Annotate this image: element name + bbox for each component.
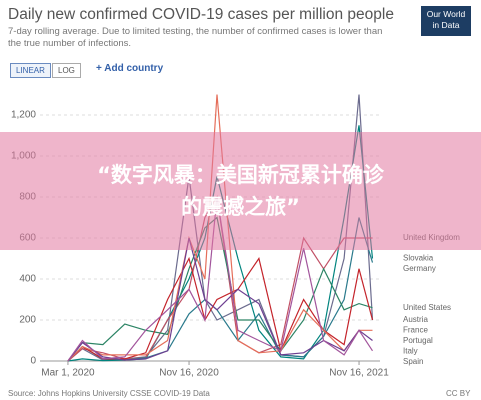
logo: Our World in Data [421,6,471,36]
y-tick-label: 0 [30,356,36,367]
legend-label: Slovakia [403,254,434,263]
x-tick-label: Mar 1, 2020 [41,368,95,379]
legend-label: Spain [403,357,423,366]
chart-title: Daily new confirmed COVID-19 cases per m… [8,6,394,23]
log-button[interactable]: LOG [52,63,81,78]
logo-line: in Data [432,20,460,30]
add-country[interactable]: + Add country [96,63,164,74]
x-tick-label: Nov 16, 2021 [329,368,389,379]
source: Source: Johns Hopkins University CSSE CO… [8,389,210,398]
logo-line: Our World [426,9,466,19]
series-line [67,94,373,362]
legend-label: Austria [403,315,428,324]
legend-label: Germany [403,264,436,273]
y-tick-label: 200 [19,315,36,326]
legend-label: Italy [403,347,418,356]
y-tick-label: 400 [19,274,36,285]
series-line [67,237,373,362]
x-tick-label: Nov 16, 2020 [159,368,219,379]
chart-subtitle: 7-day rolling average. Due to limited te… [8,26,383,49]
legend-label: Portugal [403,336,433,345]
legend-label: United States [403,303,451,312]
y-tick-label: 1,200 [11,110,36,121]
overlay-banner: “数字风暴：美国新冠累计确诊的震撼之旅” [0,132,481,250]
license: CC BY [446,389,471,398]
linear-button[interactable]: LINEAR [10,63,51,78]
overlay-text: “数字风暴：美国新冠累计确诊的震撼之旅” [97,163,384,219]
legend-label: France [403,326,428,335]
